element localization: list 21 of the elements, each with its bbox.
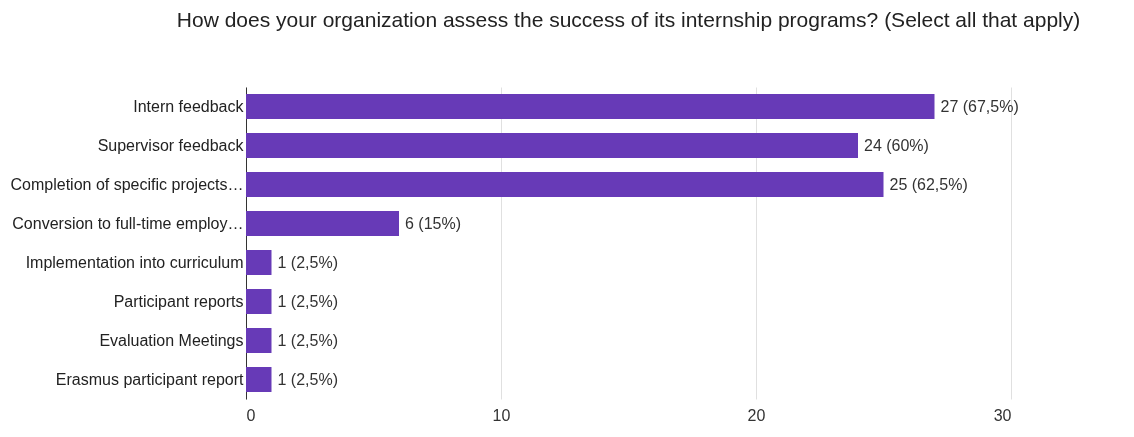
y-tick-label: Completion of specific projects… xyxy=(10,175,244,193)
data-label: 6 (15%) xyxy=(405,214,462,232)
y-tick-label: Supervisor feedback xyxy=(97,136,245,154)
data-label: 25 (62,5%) xyxy=(889,175,968,193)
data-label: 1 (2,5%) xyxy=(277,253,338,271)
x-tick-label: 10 xyxy=(492,406,511,424)
data-label: 1 (2,5%) xyxy=(277,292,338,310)
data-label: 1 (2,5%) xyxy=(277,331,338,349)
x-tick-label: 0 xyxy=(246,406,256,424)
data-label: 1 (2,5%) xyxy=(277,370,338,388)
y-tick-label: Implementation into curriculum xyxy=(25,253,244,271)
data-label: 27 (67,5%) xyxy=(940,97,1019,115)
y-tick-label: Participant reports xyxy=(113,292,244,310)
y-tick-label: Intern feedback xyxy=(133,97,245,115)
x-tick-label: 20 xyxy=(747,406,766,424)
x-tick-label: 30 xyxy=(993,406,1012,424)
y-tick-label: Evaluation Meetings xyxy=(99,331,244,349)
y-tick-label: Erasmus participant report xyxy=(55,370,245,388)
data-label: 24 (60%) xyxy=(864,136,929,154)
y-tick-label: Conversion to full-time employ… xyxy=(12,214,244,232)
chart-title: How does your organization assess the success of its internship programs? (Select all that apply) xyxy=(176,8,1081,31)
